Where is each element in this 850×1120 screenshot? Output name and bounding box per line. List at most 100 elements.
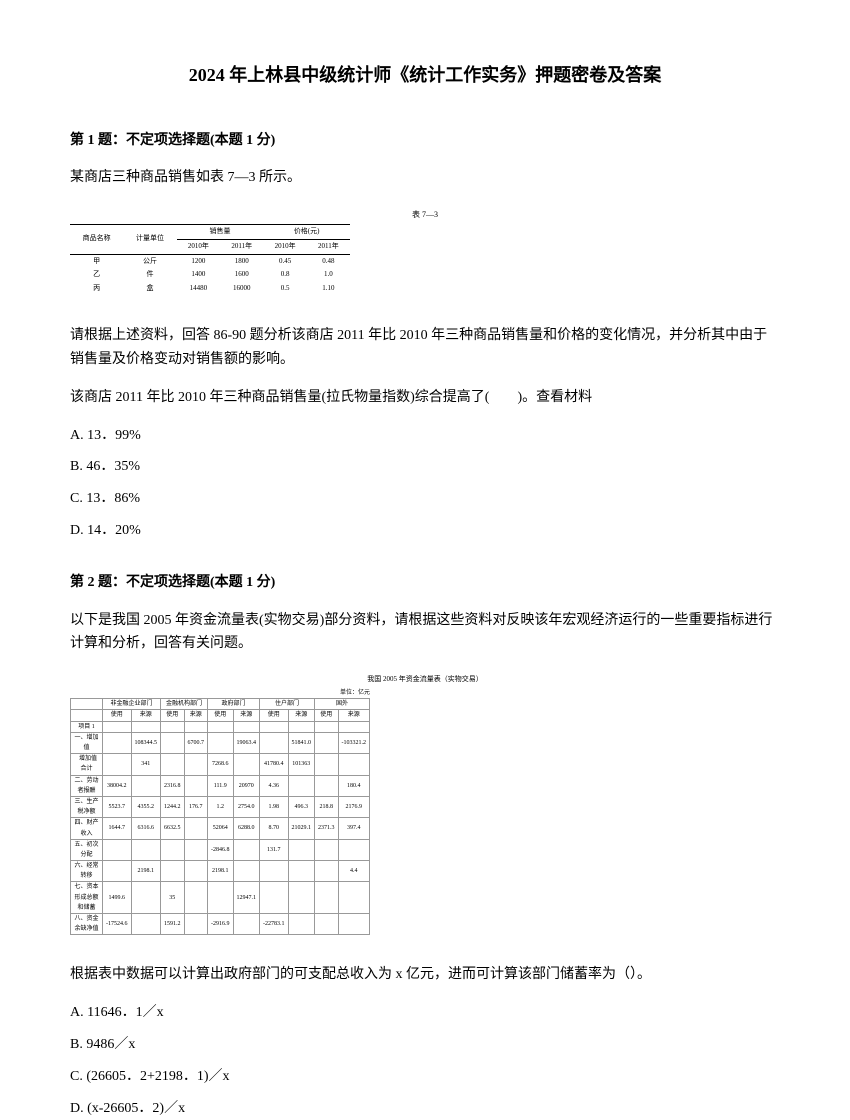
table-cell: 2198.1 [208, 861, 234, 882]
table-cell: 乙 [70, 268, 123, 282]
table-header: 计量单位 [123, 224, 176, 254]
table-header: 销售量 [177, 224, 264, 239]
table-cell: 14480 [177, 282, 221, 296]
table-header: 2010年 [263, 239, 307, 254]
q2-option-b: B. 9486／x [70, 1033, 780, 1057]
table-cell: -22783.1 [260, 914, 289, 935]
table-header: 金融机构部门 [161, 699, 208, 710]
table-row: 项目 1 [71, 721, 370, 732]
table-header: 来源 [338, 710, 370, 721]
table-cell: 218.8 [315, 796, 339, 817]
table-header: 住户部门 [260, 699, 315, 710]
table-cell: -2916.9 [208, 914, 234, 935]
table-row: 六、经常转移2198.12198.14.4 [71, 861, 370, 882]
table-cell: 19063.4 [233, 732, 260, 753]
table-cell: 八、资金余缺净值 [71, 914, 103, 935]
table-header: 使用 [315, 710, 339, 721]
table-cell: 341 [131, 754, 161, 775]
table-cell: 4.36 [260, 775, 289, 796]
table-cell: 三、生产税净额 [71, 796, 103, 817]
table-cell: 件 [123, 268, 176, 282]
table-cell: 盒 [123, 282, 176, 296]
table-cell: 4355.2 [131, 796, 161, 817]
table-cell: 12947.1 [233, 882, 260, 914]
q2-option-d: D. (x-26605．2)／x [70, 1097, 780, 1120]
table-cell: -17524.6 [103, 914, 132, 935]
table-row: 甲 公斤 1200 1800 0.45 0.48 [70, 254, 350, 268]
q2-table-unit: 单位：亿元 [70, 688, 370, 698]
table-cell: 1800 [220, 254, 263, 268]
q1-table: 表 7—3 商品名称 计量单位 销售量 价格(元) 2010年 2011年 20… [70, 208, 780, 296]
q2-table-caption: 我国 2005 年资金流量表（实物交易） [70, 674, 780, 686]
table-cell: 20970 [233, 775, 260, 796]
q1-header: 第 1 题：不定项选择题(本题 1 分) [70, 129, 780, 153]
q1-body1: 请根据上述资料，回答 86-90 题分析该商店 2011 年比 2010 年三种… [70, 324, 780, 372]
table-cell: 496.3 [288, 796, 315, 817]
table-header: 来源 [131, 710, 161, 721]
table-cell: 1.10 [307, 282, 350, 296]
q1-option-c: C. 13．86% [70, 487, 780, 511]
table-cell: 0.8 [263, 268, 307, 282]
q2-intro: 以下是我国 2005 年资金流量表(实物交易)部分资料，请根据这些资料对反映该年… [70, 609, 780, 657]
table-cell: 0.48 [307, 254, 350, 268]
table-cell: 二、劳动者报酬 [71, 775, 103, 796]
table-cell: 101363 [288, 754, 315, 775]
document-title: 2024 年上林县中级统计师《统计工作实务》押题密卷及答案 [70, 60, 780, 91]
q2-data-table: 非金融企业部门 金融机构部门 政府部门 住户部门 国外 使用来源 使用来源 使用… [70, 698, 370, 935]
table-row: 七、资本形成总额和储蓄1499.635 12947.1 [71, 882, 370, 914]
table-cell: 111.9 [208, 775, 234, 796]
table-cell: -2846.8 [208, 839, 234, 860]
table-cell: 180.4 [338, 775, 370, 796]
q1-intro: 某商店三种商品销售如表 7—3 所示。 [70, 166, 780, 190]
table-cell: 131.7 [260, 839, 289, 860]
table-cell: 2198.1 [131, 861, 161, 882]
table-cell: 四、财产收入 [71, 818, 103, 839]
table-cell: 甲 [70, 254, 123, 268]
table-row: 非金融企业部门 金融机构部门 政府部门 住户部门 国外 [71, 699, 370, 710]
table-cell: 51841.0 [288, 732, 315, 753]
table-cell: 增加值合计 [71, 754, 103, 775]
table-header: 来源 [288, 710, 315, 721]
table-cell: 0.45 [263, 254, 307, 268]
table-header: 政府部门 [208, 699, 260, 710]
table-cell: 6700.7 [184, 732, 208, 753]
table-cell: 6288.0 [233, 818, 260, 839]
table-cell: 公斤 [123, 254, 176, 268]
table-row: 丙 盒 14480 16000 0.5 1.10 [70, 282, 350, 296]
q2-body1: 根据表中数据可以计算出政府部门的可支配总收入为 x 亿元，进而可计算该部门储蓄率… [70, 963, 780, 987]
table-cell: 0.5 [263, 282, 307, 296]
table-cell: 2176.9 [338, 796, 370, 817]
table-cell: 5523.7 [103, 796, 132, 817]
table-header: 2011年 [307, 239, 350, 254]
table-cell: 1600 [220, 268, 263, 282]
question-2: 第 2 题：不定项选择题(本题 1 分) 以下是我国 2005 年资金流量表(实… [70, 571, 780, 1120]
table-cell: 52064 [208, 818, 234, 839]
table-cell: 41780.4 [260, 754, 289, 775]
table-header: 价格(元) [263, 224, 350, 239]
table-row: 增加值合计3417268.641780.4101363 [71, 754, 370, 775]
q1-body2: 该商店 2011 年比 2010 年三种商品销售量(拉氏物量指数)综合提高了( … [70, 386, 780, 410]
table-cell: 8.70 [260, 818, 289, 839]
table-cell: 1499.6 [103, 882, 132, 914]
table-cell: 2316.8 [161, 775, 185, 796]
table-header: 2011年 [220, 239, 263, 254]
table-row: 使用来源 使用来源 使用来源 使用来源 使用来源 [71, 710, 370, 721]
table-header: 商品名称 [70, 224, 123, 254]
table-cell: 1200 [177, 254, 221, 268]
q2-option-c: C. (26605．2+2198．1)／x [70, 1065, 780, 1089]
table-cell: 七、资本形成总额和储蓄 [71, 882, 103, 914]
table-cell: 6316.6 [131, 818, 161, 839]
table-cell: 一、增加值 [71, 732, 103, 753]
table-cell: 176.7 [184, 796, 208, 817]
table-cell: 1244.2 [161, 796, 185, 817]
table-cell: 1.2 [208, 796, 234, 817]
table-cell: 1.0 [307, 268, 350, 282]
q1-option-d: D. 14．20% [70, 519, 780, 543]
table-header: 国外 [315, 699, 370, 710]
table-cell: 1591.2 [161, 914, 185, 935]
table-cell: 项目 1 [71, 721, 103, 732]
table-row: 乙 件 1400 1600 0.8 1.0 [70, 268, 350, 282]
table-cell: 五、初次分配 [71, 839, 103, 860]
table-header: 使用 [208, 710, 234, 721]
table-header: 2010年 [177, 239, 221, 254]
